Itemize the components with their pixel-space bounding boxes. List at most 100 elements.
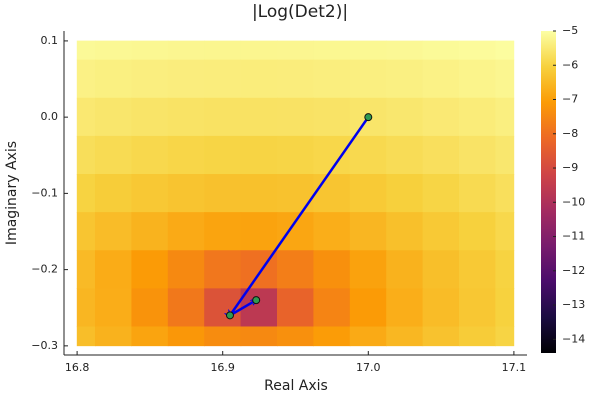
heatmap-cell xyxy=(76,40,96,61)
heatmap-cell xyxy=(277,212,314,251)
y-tick-label: 0.1 xyxy=(41,34,59,47)
heatmap-cell xyxy=(277,326,314,347)
y-tick-label: −0.1 xyxy=(31,186,58,199)
heatmap-cell xyxy=(204,97,242,137)
heatmap-cell xyxy=(349,288,387,328)
x-tick-label: 16.8 xyxy=(65,361,90,374)
heatmap-cell xyxy=(458,135,496,175)
heatmap-cell xyxy=(495,288,515,328)
heatmap-cell xyxy=(167,250,205,289)
heatmap-cell xyxy=(349,59,387,99)
heatmap-cell xyxy=(131,212,169,251)
heatmap-cell xyxy=(167,40,205,61)
heatmap-cell xyxy=(313,40,351,61)
colorbar-tick-label: −11 xyxy=(562,230,585,243)
colorbar-tick-label: −13 xyxy=(562,298,585,311)
heatmap-cell xyxy=(240,59,278,99)
heatmap-cell xyxy=(349,174,387,213)
colorbar-tick-label: −12 xyxy=(562,264,585,277)
heatmap-cell xyxy=(95,326,133,347)
heatmap-cell xyxy=(167,135,205,175)
heatmap-cell xyxy=(240,212,278,251)
heatmap-cell xyxy=(76,174,96,213)
heatmap-cell xyxy=(422,97,460,137)
heatmap-cell xyxy=(167,97,205,137)
heatmap xyxy=(76,40,515,347)
heatmap-cell xyxy=(458,59,496,99)
heatmap-cell xyxy=(349,326,387,347)
heatmap-cell xyxy=(422,212,460,251)
heatmap-cell xyxy=(495,59,515,99)
heatmap-cell xyxy=(95,97,133,137)
heatmap-cell xyxy=(349,212,387,251)
heatmap-cell xyxy=(422,250,460,289)
heatmap-cell xyxy=(495,326,515,347)
x-tick-label: 17.0 xyxy=(356,361,381,374)
heatmap-cell xyxy=(277,40,314,61)
heatmap-cell xyxy=(422,288,460,328)
heatmap-cell xyxy=(240,174,278,213)
heatmap-cell xyxy=(313,212,351,251)
heatmap-cell xyxy=(277,174,314,213)
heatmap-cell xyxy=(131,326,169,347)
heatmap-cell xyxy=(277,288,314,328)
heatmap-cell xyxy=(167,326,205,347)
path-point xyxy=(364,113,373,122)
heatmap-cell xyxy=(95,59,133,99)
heatmap-cell xyxy=(167,59,205,99)
heatmap-cell xyxy=(95,212,133,251)
heatmap-cell xyxy=(240,40,278,61)
heatmap-cell xyxy=(458,288,496,328)
heatmap-cell xyxy=(313,250,351,289)
heatmap-cell xyxy=(204,250,242,289)
heatmap-cell xyxy=(277,97,314,137)
heatmap-cell xyxy=(422,40,460,61)
heatmap-cell xyxy=(458,212,496,251)
heatmap-cell xyxy=(76,97,96,137)
heatmap-cell xyxy=(76,59,96,99)
path-point xyxy=(252,296,261,305)
heatmap-cell xyxy=(204,40,242,61)
heatmap-cell xyxy=(422,326,460,347)
x-tick-label: 17.1 xyxy=(502,361,527,374)
heatmap-cell xyxy=(277,59,314,99)
heatmap-cell xyxy=(495,174,515,213)
heatmap-cell xyxy=(131,97,169,137)
heatmap-cell xyxy=(386,174,424,213)
heatmap-cell xyxy=(131,250,169,289)
heatmap-cell xyxy=(495,212,515,251)
heatmap-cell xyxy=(313,288,351,328)
path-point xyxy=(225,311,234,320)
heatmap-cell xyxy=(277,135,314,175)
heatmap-cell xyxy=(386,59,424,99)
heatmap-cell xyxy=(167,288,205,328)
heatmap-cell xyxy=(167,174,205,213)
heatmap-cell xyxy=(313,59,351,99)
heatmap-cell xyxy=(495,97,515,137)
heatmap-cell xyxy=(95,174,133,213)
y-tick-label: −0.3 xyxy=(31,339,58,352)
heatmap-cell xyxy=(458,40,496,61)
y-tick-label: 0.0 xyxy=(41,110,59,123)
heatmap-cell xyxy=(131,59,169,99)
colorbar xyxy=(541,31,556,353)
heatmap-cell xyxy=(76,288,96,328)
colorbar-tick-label: −10 xyxy=(562,195,585,208)
chart-title: |Log(Det2)| xyxy=(252,2,348,22)
heatmap-cell xyxy=(277,250,314,289)
heatmap-cell xyxy=(204,212,242,251)
heatmap-cell xyxy=(76,326,96,347)
heatmap-cell xyxy=(386,97,424,137)
heatmap-cell xyxy=(204,174,242,213)
heatmap-cell xyxy=(386,326,424,347)
heatmap-cell xyxy=(95,135,133,175)
heatmap-cell xyxy=(422,174,460,213)
heatmap-cell xyxy=(131,135,169,175)
heatmap-cell xyxy=(95,288,133,328)
heatmap-cell xyxy=(313,97,351,137)
heatmap-cell xyxy=(422,59,460,99)
heatmap-cell xyxy=(349,250,387,289)
heatmap-cell xyxy=(422,135,460,175)
heatmap-cell xyxy=(495,250,515,289)
